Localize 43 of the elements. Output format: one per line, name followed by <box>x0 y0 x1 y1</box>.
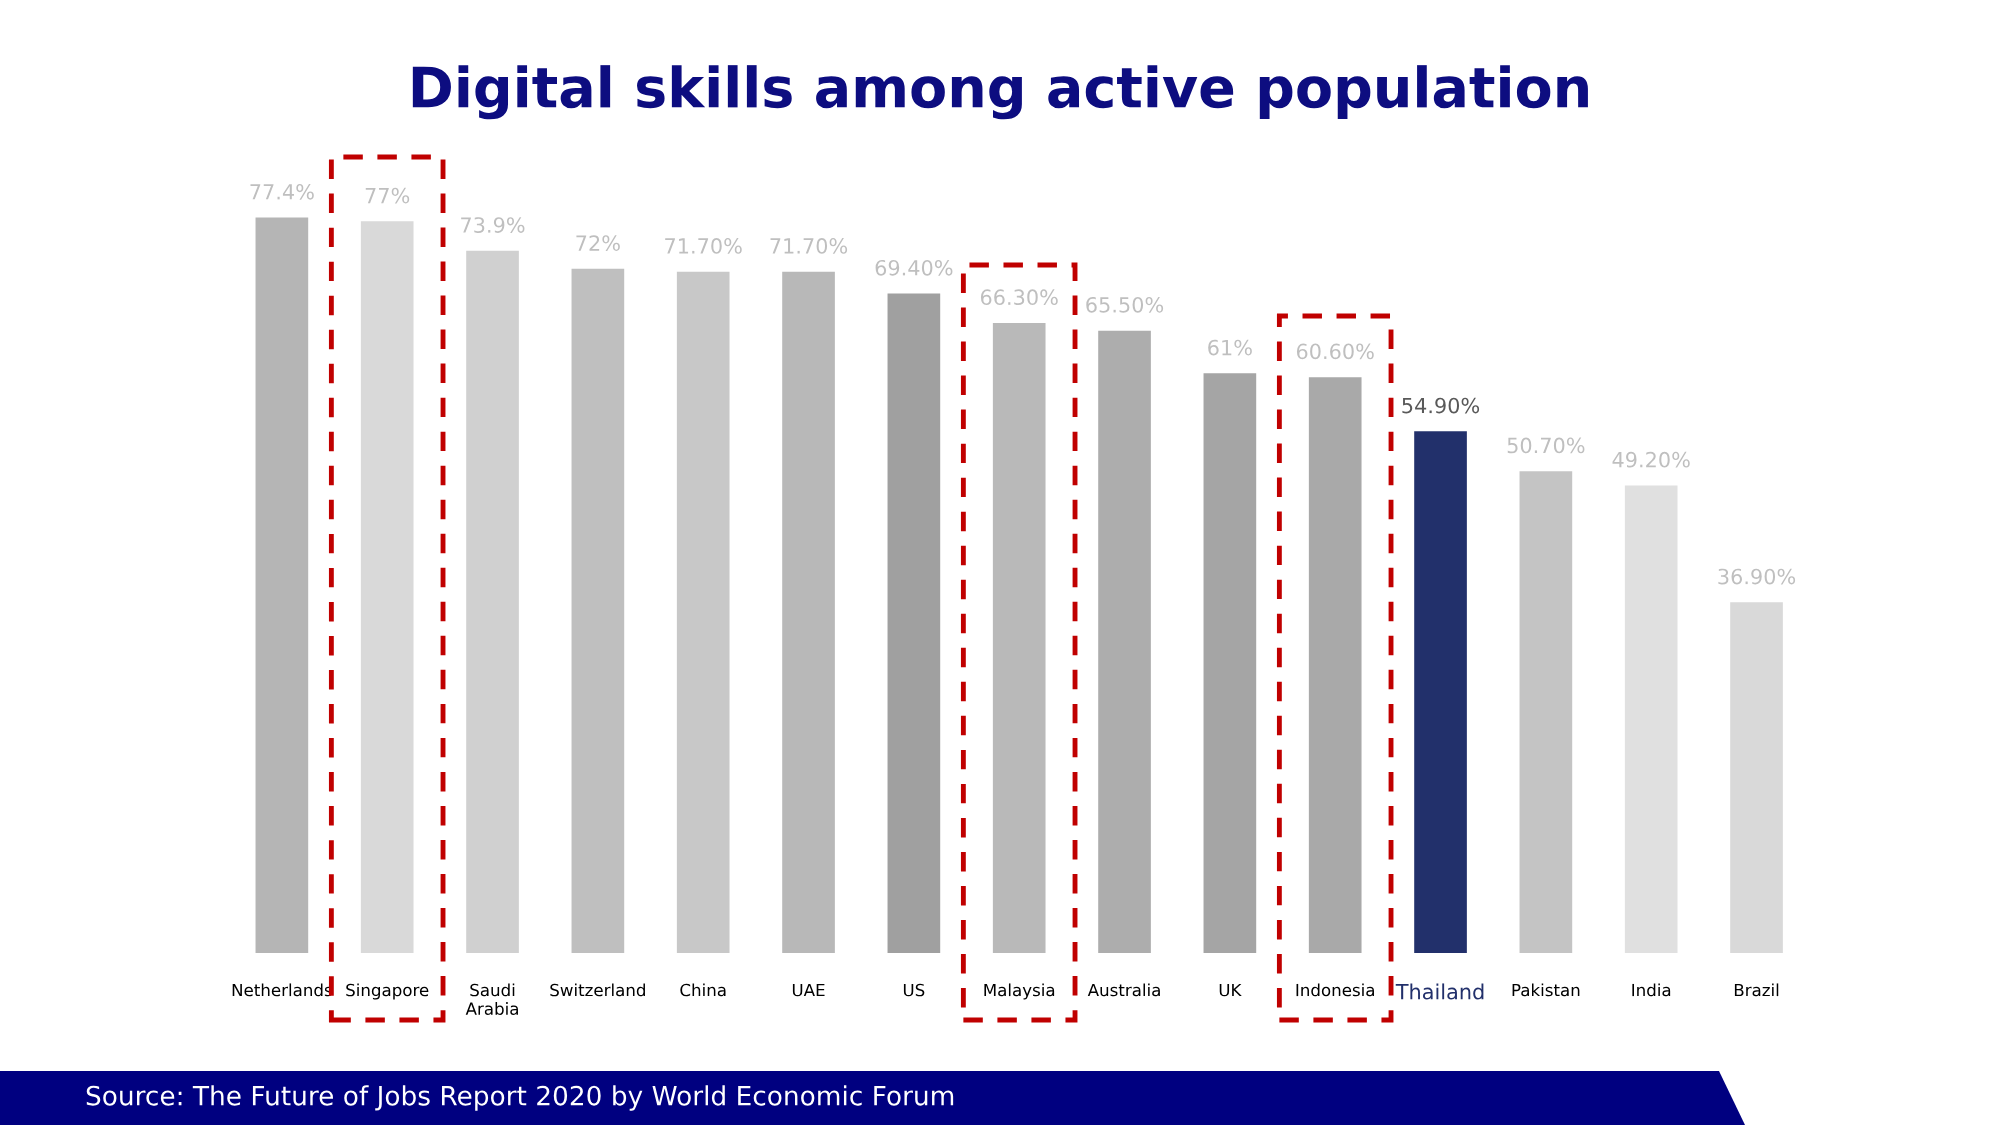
bar <box>782 271 835 953</box>
data-label: 54.90% <box>1402 397 1480 414</box>
x-tick-label: Thailand <box>1395 983 1484 1000</box>
bar <box>571 268 625 953</box>
data-label: 69.40% <box>875 259 953 276</box>
data-label: 71.70% <box>665 238 742 254</box>
x-tick-label: Pakistan <box>1512 983 1580 997</box>
data-label: 36.90% <box>1718 568 1796 585</box>
data-label: 60.60% <box>1296 343 1374 360</box>
bar <box>255 217 309 953</box>
x-tick-label: Singapore <box>346 983 429 1000</box>
x-tick-label: Australia <box>1087 983 1160 997</box>
data-label: 65.50% <box>1086 296 1164 313</box>
x-tick-label: Indonesia <box>1296 983 1374 997</box>
bar <box>466 250 519 953</box>
x-tick-label: Saudi Arabia <box>465 983 518 1015</box>
x-tick-label: Malaysia <box>984 983 1055 1000</box>
data-label: 66.30% <box>980 289 1058 306</box>
data-label: 77.4% <box>250 183 314 200</box>
bar <box>887 293 941 953</box>
source-note: Source: The Future of Jobs Report 2020 by World Economic Forum <box>86 1085 954 1111</box>
data-label: 72% <box>576 235 620 251</box>
x-tick-label: Brazil <box>1734 983 1779 997</box>
bar <box>1098 330 1151 953</box>
x-tick-label: China <box>680 983 726 997</box>
bar <box>1519 471 1573 953</box>
data-label: 73.9% <box>461 217 525 233</box>
x-tick-label: Switzerland <box>550 983 645 997</box>
bar <box>1730 602 1783 953</box>
x-tick-label: UAE <box>792 983 825 997</box>
chart-title: Digital skills among active population <box>412 65 1588 120</box>
data-label: 71.70% <box>770 238 848 254</box>
data-label: 77% <box>365 187 410 204</box>
bar <box>1414 431 1467 953</box>
x-tick-label: UK <box>1219 983 1242 997</box>
bar <box>1203 373 1257 953</box>
bar <box>1624 485 1678 953</box>
bar <box>676 271 730 953</box>
x-tick-label: India <box>1632 983 1671 997</box>
data-label: 49.20% <box>1612 451 1690 468</box>
data-label: 50.70% <box>1507 437 1585 454</box>
x-tick-label: US <box>903 983 925 997</box>
data-label: 61% <box>1208 339 1252 356</box>
